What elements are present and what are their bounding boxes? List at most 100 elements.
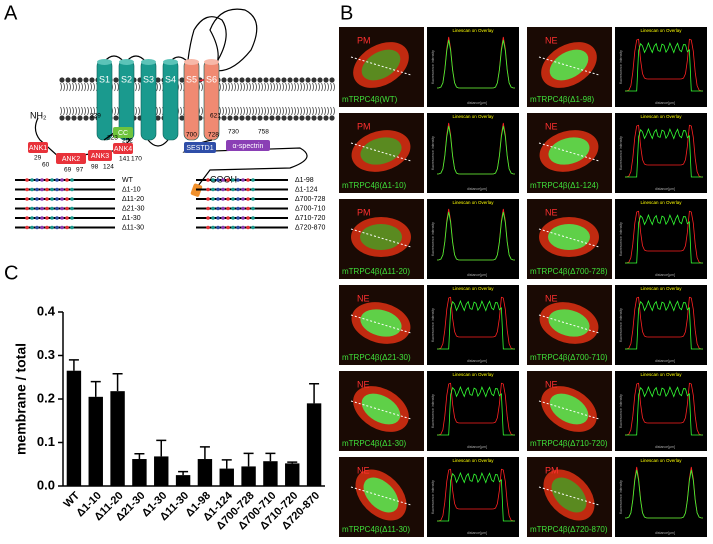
plot-ylabel: fluorescence intensity (431, 480, 435, 514)
construct-dot (241, 225, 245, 230)
plot-ylabel: fluorescence intensity (619, 308, 623, 342)
plot-title: Linescan on Overlay (640, 458, 682, 463)
construct-dot (251, 216, 255, 220)
lipid-head (311, 115, 317, 121)
cell-label: mTRPC4β(Δ1-98) (530, 95, 595, 104)
construct-dot (45, 178, 49, 182)
lipid-tail (252, 106, 257, 116)
cell-green (361, 49, 401, 81)
y-tick-label: 0.4 (37, 303, 56, 318)
lipid-tail (270, 106, 275, 116)
segment-label: S5 (186, 74, 197, 84)
construct-dot (206, 216, 210, 220)
construct-dot (70, 216, 74, 220)
lipid-tail (240, 82, 245, 92)
lipid-head (71, 77, 77, 83)
lipid-head (317, 115, 323, 121)
construct-label: Δ1-30 (122, 215, 141, 222)
construct-dot (35, 216, 39, 220)
construct-dot (251, 225, 255, 230)
marker-label: PM (357, 35, 371, 45)
construct-dot (251, 178, 255, 182)
cell-green (360, 224, 402, 250)
construct-dot (241, 197, 245, 201)
domain-label: ANK2 (62, 156, 80, 163)
lipid-tail (318, 106, 323, 116)
plot-bg (615, 27, 707, 107)
lipid-tail (324, 106, 329, 116)
plot-xlabel: distance[µm] (467, 101, 487, 105)
lipid-head (113, 77, 119, 83)
marker-label: NE (357, 465, 370, 475)
lipid-head (299, 115, 305, 121)
construct-dot (40, 178, 44, 182)
lipid-tail (84, 82, 89, 92)
helix-top (97, 59, 112, 65)
construct-dot (241, 206, 245, 211)
cell-panel: PM mTRPC4β(WT) Linescan on Overlay fluoresc… (339, 27, 519, 110)
lipid-tail (270, 82, 275, 92)
construct-dot (216, 178, 220, 182)
lipid-head (281, 115, 287, 121)
construct-dot (211, 197, 215, 201)
domain (113, 143, 133, 154)
segment-label: S1 (99, 74, 110, 84)
construct-dot (45, 216, 49, 220)
lipid-tail (222, 82, 227, 92)
lipid-tail (330, 82, 335, 92)
panel-letter: C (4, 262, 18, 284)
construct-dot (231, 178, 235, 182)
plot-ylabel: fluorescence intensity (619, 136, 623, 170)
plot-bg (427, 371, 519, 451)
lipid-tail (252, 82, 257, 92)
bar (132, 459, 147, 486)
lipid-head (323, 77, 329, 83)
trace-green (437, 471, 515, 522)
lipid-head (89, 77, 95, 83)
construct-dot (251, 187, 255, 192)
construct-dot (206, 225, 210, 230)
construct-dot (231, 225, 235, 230)
construct-label: Δ11-30 (122, 224, 144, 231)
construct-dot (40, 225, 44, 230)
construct-dot (221, 197, 225, 201)
construct-dot (70, 197, 74, 201)
construct-dot (246, 178, 250, 182)
construct-dot (60, 178, 64, 182)
construct-dot (55, 187, 59, 192)
lipid-head (239, 115, 245, 121)
segment-label: S3 (143, 74, 154, 84)
construct-dot (226, 206, 230, 211)
y-tick-label: 0.3 (37, 347, 55, 362)
lipid-tail (324, 82, 329, 92)
residue-number: 700 (186, 132, 197, 139)
lipid-head (251, 77, 257, 83)
y-tick-label: 0.1 (37, 434, 55, 449)
trace-red (624, 210, 704, 264)
helix-top (184, 59, 199, 65)
plot-bg (615, 199, 707, 279)
linescan (538, 56, 600, 76)
loop (103, 55, 189, 147)
lipid-tail (78, 106, 83, 116)
cell-green (548, 137, 590, 165)
construct-label: Δ1-98 (295, 177, 314, 184)
plot-ylabel: fluorescence intensity (431, 50, 435, 84)
trace-red (436, 382, 516, 436)
error-bar (309, 383, 320, 404)
construct-dot (221, 187, 225, 192)
construct-dot (231, 187, 235, 192)
residue-number: 170 (131, 156, 142, 163)
lipid-tail (228, 82, 233, 92)
linescan (350, 486, 412, 506)
lipid-head (179, 115, 185, 121)
construct-dot (25, 178, 29, 182)
construct-dot (65, 178, 69, 182)
construct-dot (226, 187, 230, 192)
lipid-tail (300, 106, 305, 116)
linescan (538, 400, 600, 420)
lipid-head (65, 115, 71, 121)
plot-xlabel: distance[µm] (467, 187, 487, 191)
cell-green (360, 309, 402, 337)
